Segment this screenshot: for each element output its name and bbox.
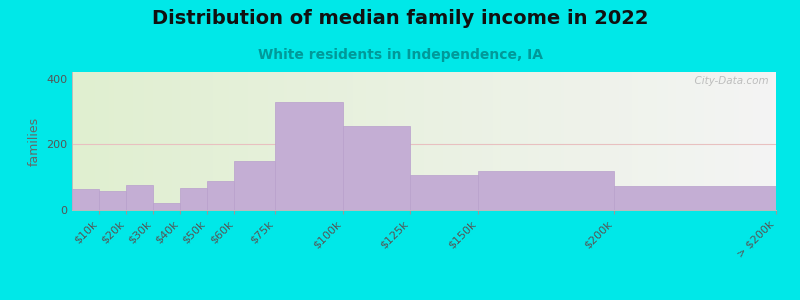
Bar	[126, 185, 154, 210]
Bar	[342, 126, 410, 210]
Bar	[72, 189, 99, 210]
Bar	[154, 203, 180, 210]
Text: City-Data.com: City-Data.com	[688, 76, 769, 86]
Bar	[234, 161, 275, 210]
Bar	[478, 171, 614, 210]
Bar	[207, 181, 234, 210]
Bar	[275, 102, 342, 210]
Bar	[410, 175, 478, 210]
Bar	[99, 191, 126, 210]
Y-axis label: families: families	[27, 116, 41, 166]
Text: Distribution of median family income in 2022: Distribution of median family income in …	[152, 9, 648, 28]
Bar	[180, 188, 207, 210]
Text: White residents in Independence, IA: White residents in Independence, IA	[258, 48, 542, 62]
Bar	[614, 186, 776, 210]
